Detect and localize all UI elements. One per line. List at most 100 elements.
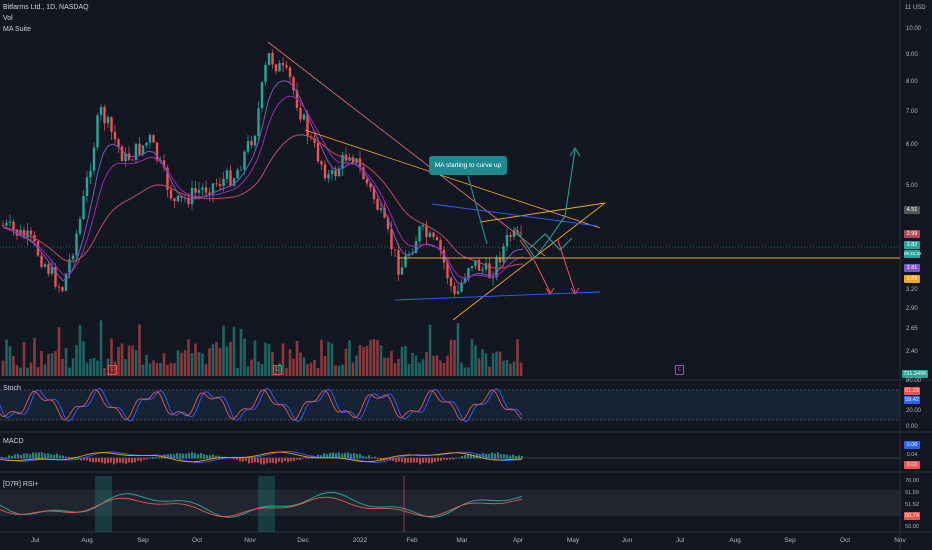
time-tick: Oct: [191, 537, 203, 544]
volume-bar: [383, 357, 386, 376]
macd-label[interactable]: MACD: [3, 438, 24, 445]
volume-bar: [40, 351, 43, 376]
macd-histogram-bar: [305, 456, 307, 459]
macd-histogram-bar: [206, 455, 208, 459]
macd-histogram-bar: [488, 453, 490, 459]
macd-histogram-bar: [323, 453, 325, 459]
candle-body: [274, 64, 278, 72]
macd-histogram-bar: [185, 453, 187, 459]
time-tick: Mar: [456, 537, 468, 544]
candle-body: [379, 207, 383, 210]
candle-body: [110, 117, 113, 132]
macd-histogram-bar: [458, 457, 460, 459]
candle-body: [243, 151, 246, 170]
rsi-label[interactable]: [D7R] RSI+: [3, 481, 39, 488]
earnings-marker-2[interactable]: E: [273, 365, 282, 375]
volume-bar: [8, 346, 12, 376]
volume-bar: [33, 338, 36, 376]
volume-bar: [19, 367, 22, 376]
macd-histogram-bar: [23, 453, 25, 459]
volume-bar: [36, 367, 40, 376]
candle-body: [173, 198, 176, 202]
volume-bar: [281, 343, 285, 376]
candle-body: [96, 115, 99, 148]
candle-body: [201, 187, 204, 190]
volume-bar: [502, 360, 505, 376]
volume-bar: [92, 357, 96, 376]
macd-histogram-bar: [320, 455, 322, 459]
volume-bar: [418, 362, 421, 376]
candle-body: [120, 146, 124, 162]
volume-bar: [516, 339, 519, 376]
volume-bar: [425, 351, 428, 376]
candle-body: [334, 170, 337, 177]
price-tick: 7.00: [906, 109, 918, 115]
candle-body: [229, 170, 232, 186]
macd-histogram-bar: [272, 458, 274, 463]
volume-bar: [491, 353, 495, 376]
ma-suite-legend[interactable]: MA Suite: [3, 26, 32, 33]
volume-bar: [253, 340, 257, 376]
symbol-legend[interactable]: Bitfarms Ltd., 1D, NASDAQ: [3, 4, 89, 11]
macd-histogram-bar: [380, 458, 382, 461]
stoch-d-line: [0, 389, 523, 421]
macd-histogram-bar: [146, 458, 148, 460]
macd-histogram-bar: [149, 457, 151, 459]
candle-body: [313, 137, 316, 143]
macd-histogram-bar: [8, 455, 10, 459]
volume-bar: [285, 367, 288, 376]
macd-histogram-bar: [5, 457, 7, 459]
event-marker-future[interactable]: E: [675, 365, 684, 375]
volume-bar: [236, 367, 239, 376]
candle-body: [470, 266, 474, 269]
volume-bar: [323, 355, 327, 376]
ma-mid-line: [2, 95, 524, 279]
stoch-label[interactable]: Stoch: [3, 385, 21, 392]
candle-body: [285, 65, 288, 68]
volume-bar: [484, 353, 488, 376]
macd-histogram-bar: [509, 455, 511, 459]
volume-bar: [141, 364, 145, 376]
volume-bar: [341, 364, 344, 376]
price-tick: 6.00: [906, 142, 918, 148]
macd-histogram-bar: [164, 454, 166, 459]
macd-histogram-bar: [38, 452, 40, 459]
candle-body: [113, 131, 117, 140]
candle-body: [264, 64, 267, 83]
macd-histogram-bar: [56, 453, 58, 459]
macd-histogram-bar: [500, 454, 502, 459]
candle-body: [141, 145, 145, 155]
candle-body: [439, 240, 442, 251]
macd-histogram-bar: [296, 458, 298, 460]
volume-bar: [379, 345, 383, 376]
volume-bar: [131, 345, 134, 376]
volume-bar: [180, 352, 183, 376]
candle-body: [134, 143, 138, 160]
macd-histogram-bar: [335, 453, 337, 459]
volume-bar: [498, 351, 502, 376]
earnings-marker-1[interactable]: E: [108, 365, 117, 375]
volume-bar: [292, 358, 295, 376]
candle-body: [50, 266, 54, 274]
volume-bar: [222, 325, 225, 376]
macd-histogram-bar: [44, 453, 46, 459]
candle-body: [372, 187, 376, 200]
macd-histogram-bar: [230, 458, 232, 459]
volume-bar: [488, 366, 491, 376]
macd-histogram-bar: [11, 455, 13, 459]
candle-body: [124, 153, 127, 162]
volume-bar: [397, 359, 400, 376]
volume-bar: [369, 340, 372, 376]
rsi-value-2: 51.52: [904, 501, 920, 509]
price-tag-ma1: 3.99: [904, 230, 920, 238]
vol-legend[interactable]: Vol: [3, 15, 13, 22]
macd-histogram-bar: [140, 458, 142, 462]
macd-histogram-bar: [266, 458, 268, 464]
macd-histogram-bar: [161, 456, 163, 459]
macd-histogram-bar: [446, 458, 448, 460]
annotation-callout[interactable]: MA starting to curve up: [429, 156, 507, 175]
volume-bar: [512, 361, 516, 376]
candle-body: [488, 263, 491, 279]
volume-bar: [390, 350, 393, 376]
